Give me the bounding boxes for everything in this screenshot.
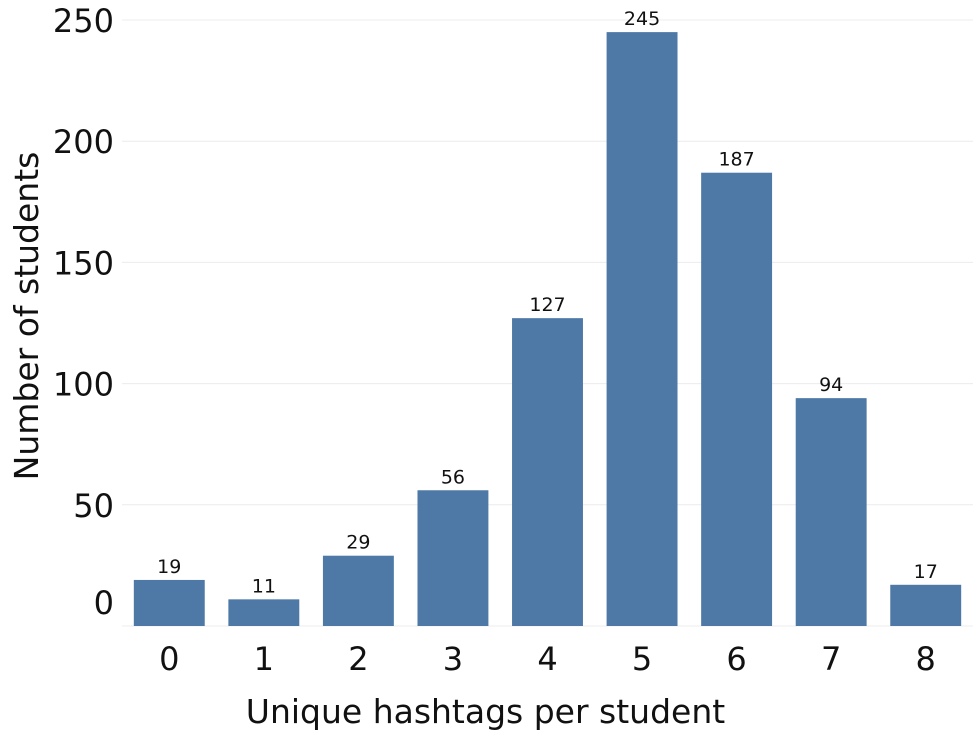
x-tick-label: 2 bbox=[348, 640, 368, 678]
bar bbox=[512, 318, 583, 626]
y-tick-label: 200 bbox=[53, 123, 114, 161]
y-tick-label: 0 bbox=[94, 584, 114, 622]
data-labels: 19 11 29 56 127 245 187 94 17 bbox=[157, 8, 938, 597]
bar bbox=[606, 32, 678, 627]
data-label: 94 bbox=[819, 374, 843, 396]
x-tick-label: 4 bbox=[537, 640, 557, 678]
bar bbox=[795, 398, 867, 626]
data-label: 17 bbox=[914, 561, 938, 583]
x-tick-label: 5 bbox=[632, 640, 652, 678]
y-tick-label: 250 bbox=[53, 2, 114, 40]
x-tick-label: 8 bbox=[916, 640, 936, 678]
x-tick-label: 6 bbox=[726, 640, 746, 678]
bar bbox=[133, 579, 205, 626]
x-tick-label: 7 bbox=[821, 640, 841, 678]
x-tick-label: 1 bbox=[254, 640, 274, 678]
data-label: 19 bbox=[157, 556, 181, 578]
data-label: 29 bbox=[346, 532, 370, 554]
bar bbox=[228, 599, 300, 626]
x-tick-label: 3 bbox=[443, 640, 463, 678]
x-axis-ticks: 0 1 2 3 4 5 6 7 8 bbox=[159, 640, 936, 678]
bar bbox=[322, 555, 394, 626]
y-tick-label: 50 bbox=[73, 487, 114, 525]
bar bbox=[890, 584, 962, 626]
y-tick-label: 100 bbox=[53, 366, 114, 404]
y-tick-label: 150 bbox=[53, 244, 114, 282]
bars bbox=[133, 32, 962, 627]
data-label: 56 bbox=[441, 466, 465, 488]
y-axis-title: Number of students bbox=[7, 152, 46, 481]
x-tick-label: 0 bbox=[159, 640, 179, 678]
data-label: 127 bbox=[529, 294, 565, 316]
y-axis-ticks: 0 50 100 150 200 250 bbox=[53, 2, 114, 622]
bar bbox=[701, 172, 773, 626]
bar bbox=[417, 490, 489, 626]
data-label: 245 bbox=[624, 8, 660, 30]
data-label: 11 bbox=[252, 575, 276, 597]
data-label: 187 bbox=[718, 149, 754, 171]
x-axis-title: Unique hashtags per student bbox=[246, 692, 725, 731]
